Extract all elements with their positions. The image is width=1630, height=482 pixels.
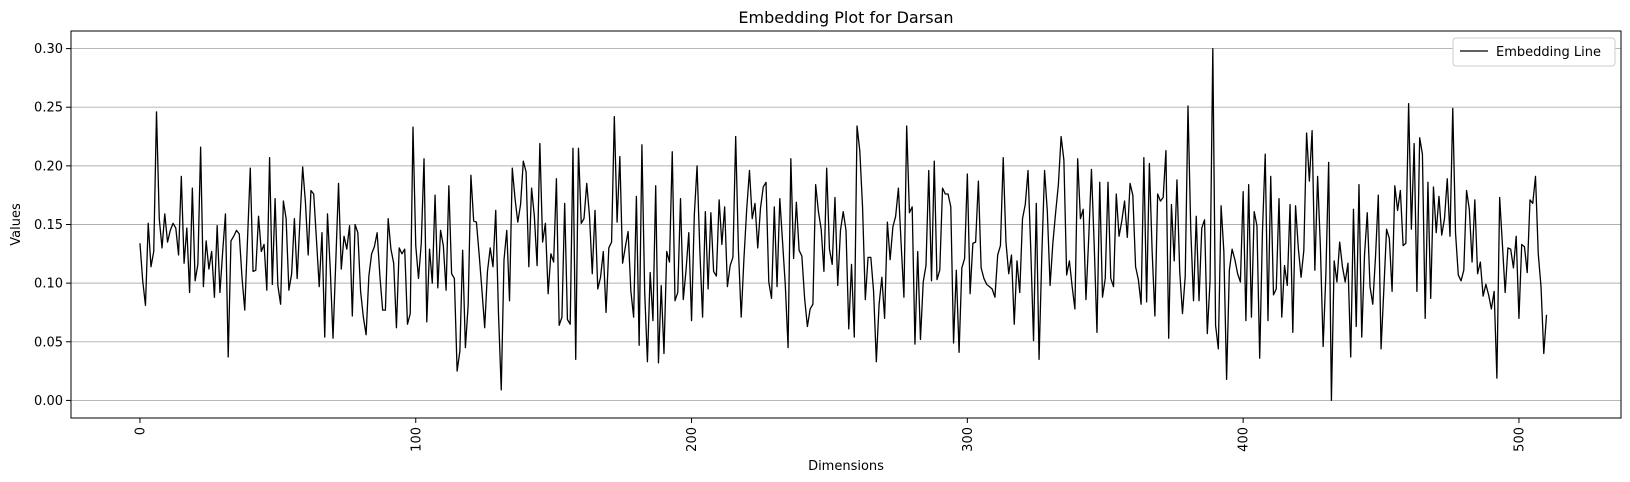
y-tick-label: 0.20 (34, 159, 63, 174)
x-tick-label: 500 (1512, 427, 1527, 452)
legend: Embedding Line (1453, 38, 1615, 66)
x-axis-label: Dimensions (808, 459, 884, 474)
y-tick-label: 0.00 (34, 394, 63, 409)
y-tick-label: 0.05 (34, 335, 63, 350)
x-tick-label: 400 (1237, 427, 1252, 452)
y-axis-label: Values (9, 203, 24, 246)
legend-label: Embedding Line (1496, 45, 1601, 60)
x-tick-label: 300 (961, 427, 976, 452)
chart-title: Embedding Plot for Darsan (738, 8, 953, 27)
y-tick-label: 0.15 (34, 218, 63, 233)
y-tick-label: 0.30 (34, 42, 63, 57)
y-tick-label: 0.25 (34, 101, 63, 116)
x-tick-label: 0 (133, 427, 148, 435)
y-tick-label: 0.10 (34, 277, 63, 292)
x-tick-label: 100 (409, 427, 424, 452)
x-tick-label: 200 (685, 427, 700, 452)
